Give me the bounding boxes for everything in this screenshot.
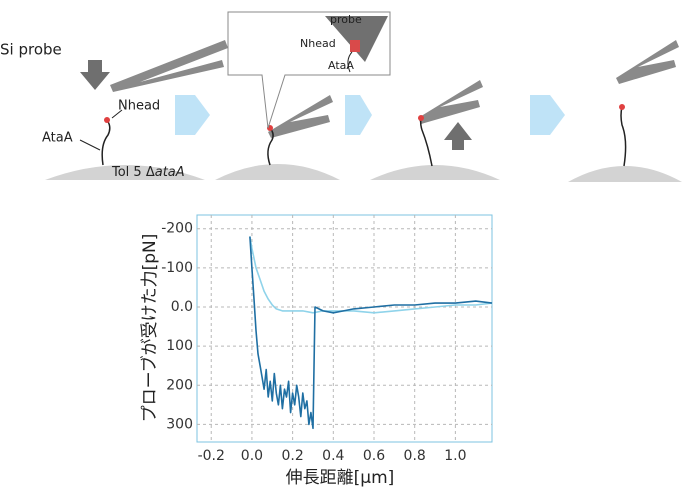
strain-prefix: Tol 5 Δ [111,165,155,180]
step-arrow [345,95,372,135]
data-line [249,236,493,314]
x-tick-label: 1.0 [444,448,466,464]
fiber [101,119,111,166]
probe-label: Si probe [0,41,62,59]
y-tick-label: 300 [166,416,193,432]
fiber [620,106,627,167]
fiber [419,117,433,167]
probe [616,40,679,84]
x-tick-label: 0.2 [281,448,303,464]
x-tick-label: 0.8 [404,448,426,464]
y-tick-label: 200 [166,377,193,393]
up-arrow [444,122,472,150]
plot-area [196,214,493,443]
nhead-dot [619,104,625,110]
x-tick-label: 0.6 [363,448,385,464]
callout-nhead-label: Nhead [300,37,336,50]
pointer [79,139,101,151]
data-line [249,236,493,430]
callout-probe [325,16,388,62]
nhead-label: Nhead [118,99,160,114]
pointer [111,109,123,119]
y-tick-label: -100 [161,260,193,276]
cell-surface [215,164,340,180]
y-tick-label: 0.0 [171,299,193,315]
y-tick-label: 100 [166,338,193,354]
x-tick-label: 0.0 [241,448,263,464]
probe [268,95,333,138]
callout-nhead [350,40,360,52]
ataa-label: AtaA [42,131,73,146]
callout-ataa-label: AtaA [328,59,354,72]
down-arrow [80,60,110,90]
nhead-dot [104,117,110,123]
x-axis-label: 伸長距離[μm] [286,468,395,488]
cell-surface [370,165,500,180]
callout-fiber [347,51,353,73]
callout-probe-label: probe [330,13,362,26]
y-axis-label: プローブが受けた力[pN] [139,234,160,423]
cell-surface [45,165,205,180]
x-tick-label: 0.4 [322,448,344,464]
cell-surface [568,166,682,182]
nhead-dot [418,115,424,121]
fiber [267,127,274,166]
probe [418,80,483,124]
strain-gene: ataA [155,165,185,180]
step-arrow [530,95,565,135]
y-tick-label: -200 [161,221,193,237]
strain-label: Tol 5 ΔataA [111,165,185,180]
step-arrow [175,95,210,135]
x-tick-label: -0.2 [198,448,225,464]
probe [110,40,228,92]
